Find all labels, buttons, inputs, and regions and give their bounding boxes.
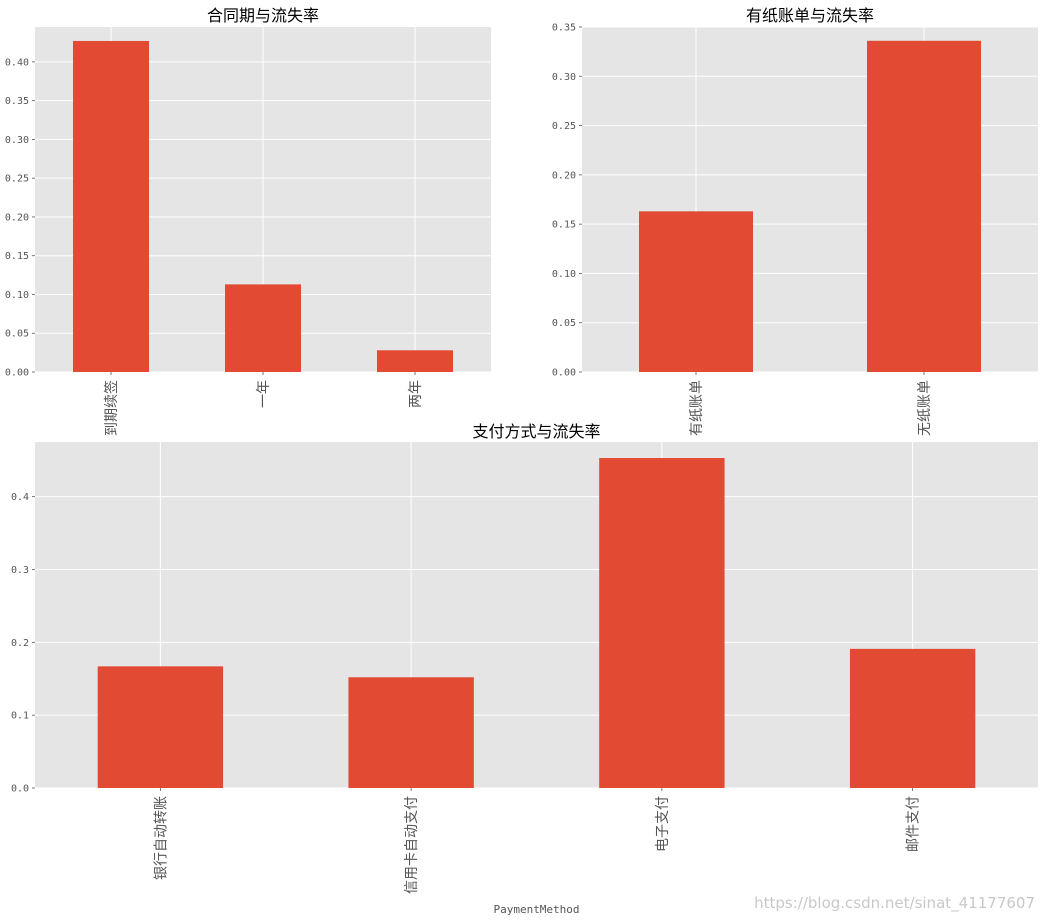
paperless-ytick-label: 0.15	[552, 220, 576, 231]
paperless-ytick-label: 0.25	[552, 121, 576, 132]
payment-xtick-label: 银行自动转账	[153, 796, 169, 880]
payment-xtick-label: 邮件支付	[906, 796, 922, 852]
contract-ytick-label: 0.05	[5, 329, 29, 340]
contract-ytick-label: 0.15	[5, 251, 29, 262]
payment-method-churn-chart: 0.0 0.1 0.2 0.3 0.4 银行自动转账 信用卡自动支付 电子支付 邮件支付 支付方式…	[11, 422, 1038, 916]
contract-bar	[73, 40, 149, 373]
contract-xtick-label: 两年	[408, 380, 424, 408]
paperless-bar	[867, 40, 981, 373]
paperless-ytick-label: 0.30	[552, 72, 576, 83]
payment-x-axis-label: PaymentMethod	[493, 903, 579, 916]
payment-ytick-label: 0.2	[11, 638, 29, 649]
payment-ytick-label: 0.4	[11, 492, 29, 503]
paperless-ytick-label: 0.00	[552, 368, 576, 379]
contract-bar	[377, 350, 453, 372]
paperless-ytick-label: 0.10	[552, 269, 576, 280]
paperless-xtick-label: 有纸账单	[689, 380, 705, 436]
contract-ytick-label: 0.00	[5, 368, 29, 379]
paperless-bar	[639, 211, 753, 372]
payment-bar	[849, 648, 976, 788]
paperless-billing-churn-chart: 0.00 0.05 0.10 0.15 0.20 0.25 0.30 0.35 有纸账单 无纸账单…	[552, 6, 1038, 436]
payment-ytick-label: 0.0	[11, 784, 29, 795]
payment-chart-title: 支付方式与流失率	[472, 422, 600, 441]
contract-ytick-label: 0.10	[5, 290, 29, 301]
payment-bar	[599, 458, 725, 788]
contract-ytick-label: 0.40	[5, 57, 29, 68]
payment-bar	[97, 666, 224, 788]
contract-chart-title: 合同期与流失率	[207, 6, 319, 25]
paperless-ytick-label: 0.35	[552, 23, 576, 34]
paperless-ytick-label: 0.20	[552, 170, 576, 181]
contract-ytick-label: 0.25	[5, 174, 29, 185]
contract-xtick-label: 到期续签	[103, 380, 120, 436]
contract-churn-chart: 0.00 0.05 0.10 0.15 0.20 0.25 0.30 0.35 0.40 到期续签…	[5, 6, 491, 436]
paperless-chart-title: 有纸账单与流失率	[746, 6, 874, 25]
contract-ytick-label: 0.20	[5, 212, 29, 223]
payment-xtick-label: 信用卡自动支付	[404, 796, 420, 894]
watermark: https://blog.csdn.net/sinat_41177607	[754, 894, 1035, 913]
contract-ytick-label: 0.30	[5, 135, 29, 146]
payment-ytick-label: 0.1	[11, 711, 29, 722]
payment-bar	[348, 677, 474, 788]
payment-xtick-label: 电子支付	[655, 796, 671, 852]
contract-bar	[225, 284, 301, 372]
paperless-ytick-label: 0.05	[552, 318, 576, 329]
contract-xtick-label: 一年	[256, 380, 272, 408]
contract-ytick-label: 0.35	[5, 96, 29, 107]
payment-ytick-label: 0.3	[11, 565, 29, 576]
paperless-xtick-label: 无纸账单	[917, 380, 933, 436]
